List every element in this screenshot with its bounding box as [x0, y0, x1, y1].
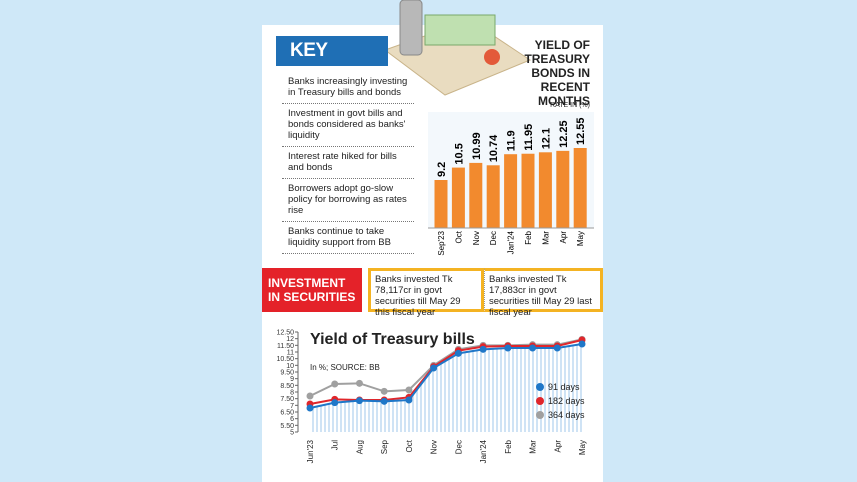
- x-tick-label: Dec: [489, 231, 498, 245]
- x-tick-label: Aug: [355, 440, 364, 454]
- y-tick-label: 5.50: [280, 423, 294, 430]
- legend-marker: [536, 397, 544, 405]
- x-tick-label: Apr: [559, 231, 568, 244]
- key-point: Banks increasingly investing in Treasury…: [282, 72, 414, 104]
- x-tick-label: May: [578, 440, 587, 455]
- x-tick-label: Feb: [524, 230, 533, 244]
- key-point: Banks continue to take liquidity support…: [282, 222, 414, 254]
- value-label: 12.1: [540, 128, 552, 149]
- bar: [521, 153, 535, 228]
- key-point: Interest rate hiked for bills and bonds: [282, 147, 414, 179]
- marker: [380, 387, 388, 395]
- bar: [556, 150, 570, 228]
- marker: [529, 344, 537, 352]
- key-point: Borrowers adopt go-slow policy for borro…: [282, 179, 414, 222]
- value-label: 12.55: [575, 117, 587, 145]
- y-tick-label: 11.50: [277, 343, 294, 350]
- y-tick-label: 12.50: [276, 330, 294, 337]
- marker: [454, 349, 462, 357]
- y-tick-label: 6: [290, 416, 294, 423]
- x-tick-label: Oct: [405, 439, 414, 452]
- marker: [331, 380, 339, 388]
- y-tick-label: 5: [290, 430, 294, 437]
- x-tick-label: Jan'24: [507, 230, 516, 254]
- x-tick-label: Mar: [541, 231, 550, 245]
- bar: [486, 165, 500, 228]
- bar-chart-title: YIELD OF TREASURY BONDS IN RECENT MONTHS: [524, 38, 590, 108]
- marker: [355, 379, 363, 387]
- y-tick-label: 10: [286, 363, 294, 370]
- investment-note: Banks invested Tk 78,117cr in govt secur…: [368, 268, 484, 318]
- value-label: 10.99: [471, 132, 483, 160]
- y-tick-label: 6.50: [280, 410, 294, 417]
- x-tick-label: Jan'24: [479, 439, 488, 463]
- area: [310, 344, 582, 432]
- marker: [405, 396, 413, 404]
- value-label: 12.25: [558, 120, 570, 148]
- line-chart-title: Yield of Treasury bills: [310, 331, 475, 348]
- value-label: 11.95: [523, 124, 535, 151]
- x-tick-label: Dec: [454, 440, 463, 454]
- investment-title: INVESTMENT IN SECURITIES: [262, 268, 362, 312]
- x-tick-label: Sep: [380, 439, 389, 454]
- y-tick-label: 11: [287, 350, 294, 357]
- bar: [538, 152, 552, 228]
- bar-chart-subtitle: RATE IN (%): [550, 102, 590, 109]
- y-tick-label: 8: [290, 390, 294, 397]
- x-tick-label: May: [576, 231, 585, 246]
- line: [309, 338, 583, 397]
- bar: [434, 180, 448, 228]
- legend-marker: [536, 411, 544, 419]
- x-tick-label: Nov: [430, 440, 439, 454]
- marker: [306, 404, 314, 412]
- key-points-title: KEY POINTS: [276, 36, 388, 91]
- investment-note: Banks invested Tk 17,883cr in govt secur…: [484, 268, 603, 318]
- x-tick-label: Sep'23: [437, 230, 446, 255]
- marker: [380, 397, 388, 405]
- y-tick-label: 9.50: [280, 370, 294, 377]
- legend-label: 364 days: [548, 410, 585, 420]
- x-tick-label: Feb: [504, 439, 513, 453]
- x-tick-label: Mar: [529, 440, 538, 454]
- value-label: 10.74: [488, 134, 500, 162]
- marker: [405, 386, 413, 394]
- x-tick-label: Nov: [472, 231, 481, 245]
- marker: [553, 344, 561, 352]
- y-tick-label: 8.50: [280, 383, 294, 390]
- x-tick-label: Jun'23: [306, 439, 315, 463]
- marker: [578, 340, 586, 348]
- x-tick-label: Oct: [454, 230, 463, 243]
- legend-label: 91 days: [548, 382, 580, 392]
- marker: [504, 344, 512, 352]
- x-tick-label: Jul: [331, 440, 340, 450]
- key-points-list: Banks increasingly investing in Treasury…: [282, 72, 414, 254]
- y-tick-label: 9: [290, 376, 294, 383]
- line: [309, 343, 583, 409]
- value-label: 10.5: [453, 143, 465, 164]
- marker: [479, 345, 487, 353]
- y-tick-label: 12: [286, 336, 294, 343]
- marker: [306, 392, 314, 400]
- bar: [469, 162, 483, 228]
- bar: [451, 167, 465, 228]
- bar: [504, 154, 518, 228]
- y-tick-label: 10.50: [276, 356, 294, 363]
- legend-marker: [536, 383, 544, 391]
- y-tick-label: 7: [290, 403, 294, 410]
- value-label: 9.2: [436, 162, 448, 177]
- x-tick-label: Apr: [553, 440, 562, 453]
- key-point: Investment in govt bills and bonds consi…: [282, 104, 414, 147]
- line-chart-subtitle: In %; SOURCE: BB: [310, 363, 380, 372]
- marker: [430, 364, 438, 372]
- bar: [573, 148, 587, 228]
- legend-label: 182 days: [548, 396, 585, 406]
- value-label: 11.9: [506, 130, 518, 151]
- line: [309, 339, 583, 405]
- marker: [355, 397, 363, 405]
- marker: [331, 399, 339, 407]
- y-tick-label: 7.50: [280, 396, 294, 403]
